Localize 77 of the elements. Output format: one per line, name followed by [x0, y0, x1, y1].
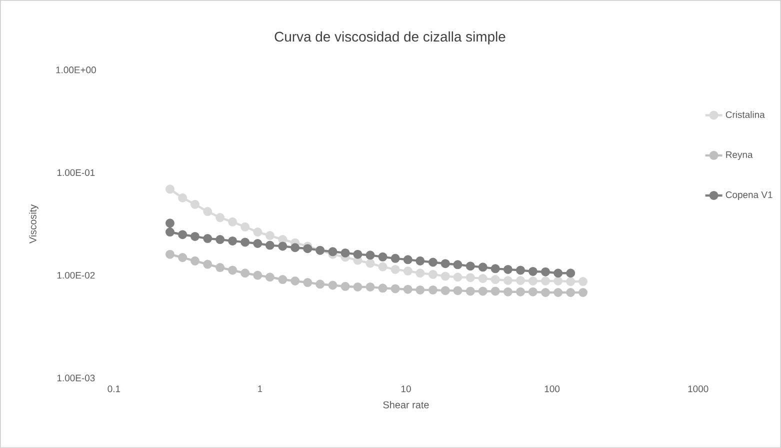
- point: [466, 273, 475, 282]
- point: [490, 275, 500, 284]
- y-tick-label: 1.00E-03: [57, 374, 95, 382]
- y-tick-label: 1.00E-02: [57, 272, 95, 279]
- point: [403, 266, 412, 276]
- point: [228, 266, 238, 275]
- x-tick-label: 10: [401, 386, 411, 392]
- legend-label: Reyna: [726, 151, 753, 160]
- point: [578, 277, 588, 286]
- point: [353, 282, 362, 292]
- point: [278, 275, 288, 284]
- point: [416, 286, 425, 294]
- point: [478, 286, 488, 296]
- point: [316, 280, 325, 289]
- point: [165, 250, 174, 259]
- point: [265, 272, 274, 282]
- point: [178, 253, 188, 262]
- legend-label: Copena V1: [726, 191, 772, 200]
- point: [240, 222, 250, 232]
- point: [228, 217, 238, 226]
- point: [440, 272, 450, 281]
- chart-title: Curva de viscosidad de cizalla simple: [274, 31, 506, 44]
- point: [240, 268, 250, 278]
- point: [541, 276, 550, 286]
- point: [378, 262, 388, 272]
- point: [478, 274, 488, 284]
- point: [440, 286, 450, 296]
- point: [516, 276, 525, 286]
- point: [541, 288, 550, 298]
- point: [566, 288, 576, 298]
- y-axis-title: Viscosity: [29, 204, 38, 244]
- point: [366, 258, 375, 268]
- point: [528, 287, 538, 296]
- point: [516, 287, 525, 296]
- point: [554, 288, 563, 298]
- point: [190, 256, 200, 266]
- x-tick-label: 100: [544, 386, 560, 392]
- point: [203, 207, 212, 216]
- point: [165, 218, 174, 228]
- point: [253, 228, 262, 237]
- point: [466, 286, 475, 296]
- point: [216, 213, 225, 222]
- point: [403, 284, 412, 294]
- point: [265, 231, 274, 240]
- point: [503, 287, 512, 296]
- point: [366, 282, 375, 292]
- point: [528, 276, 538, 286]
- point: [165, 184, 174, 194]
- point: [253, 270, 262, 280]
- y-tick-label: 1.00E+00: [56, 66, 96, 74]
- legend-label: Cristalina: [726, 111, 765, 118]
- x-tick-label: 0.1: [108, 386, 120, 392]
- point: [428, 286, 438, 294]
- point: [178, 193, 188, 202]
- point: [554, 276, 563, 286]
- point: [490, 286, 500, 296]
- point: [390, 284, 400, 294]
- y-tick-label: 1.00E-01: [57, 169, 95, 176]
- x-axis-title: Shear rate: [383, 401, 429, 408]
- point: [303, 278, 312, 288]
- point: [203, 260, 212, 269]
- point: [416, 268, 425, 278]
- point: [190, 200, 200, 209]
- point: [578, 288, 588, 298]
- point: [328, 280, 338, 290]
- point: [378, 284, 388, 293]
- point: [340, 282, 350, 291]
- point: [390, 265, 400, 274]
- point: [453, 272, 462, 282]
- point: [290, 276, 300, 286]
- point: [216, 263, 225, 272]
- point: [503, 276, 512, 286]
- x-tick-label: 1000: [688, 386, 708, 392]
- point: [428, 270, 438, 279]
- point: [566, 277, 576, 286]
- x-tick-label: 1: [258, 386, 262, 392]
- point: [453, 286, 462, 296]
